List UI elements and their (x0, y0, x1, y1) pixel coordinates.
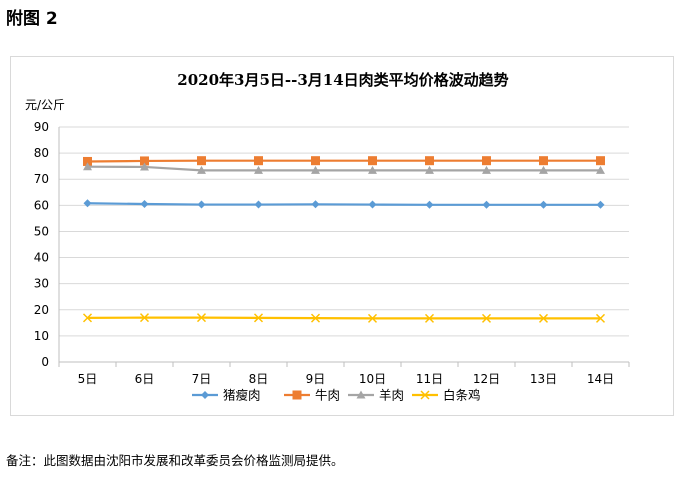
data-point (538, 313, 549, 323)
legend-item: 羊肉 (348, 388, 404, 403)
y-tick-label: 50 (34, 224, 49, 238)
x-tick-label: 8日 (249, 372, 269, 386)
series-1 (83, 199, 605, 209)
data-point (595, 313, 606, 323)
x-tick-label: 7日 (192, 372, 212, 386)
data-point (197, 200, 206, 209)
series-line (87, 316, 601, 320)
x-tick-label: 10日 (359, 372, 386, 386)
legend-item: 猪瘦肉 (192, 388, 261, 403)
y-tick-label: 10 (34, 329, 49, 343)
data-point (310, 313, 321, 323)
data-point (197, 156, 206, 166)
figure-label: 附图 2 (6, 9, 58, 29)
line-chart: 2020年3月5日--3月14日肉类平均价格波动趋势 元/公斤 0 10 20 30 4… (25, 71, 630, 403)
legend-marker (292, 390, 302, 400)
y-tick-label: 20 (34, 303, 49, 317)
data-point (140, 162, 149, 171)
data-point (311, 156, 320, 166)
chart-frame: 2020年3月5日--3月14日肉类平均价格波动趋势 元/公斤 0 10 20 30 4… (10, 56, 674, 416)
data-point (311, 165, 320, 174)
legend-marker (356, 390, 366, 399)
legend-label: 羊肉 (379, 388, 404, 403)
data-point (482, 156, 491, 166)
data-point (425, 156, 434, 166)
legend-item: 白条鸡 (412, 388, 481, 403)
data-point (140, 156, 149, 166)
data-point (311, 200, 320, 209)
data-point (596, 200, 605, 209)
data-point (425, 200, 434, 209)
y-tick-label: 30 (34, 277, 49, 291)
legend-label: 猪瘦肉 (223, 388, 261, 403)
data-point (139, 313, 150, 323)
y-tick-label: 90 (34, 120, 49, 134)
x-tick-label: 5日 (78, 372, 98, 386)
legend-marker (201, 391, 209, 399)
data-point (424, 313, 435, 323)
y-tick-label: 60 (34, 198, 49, 212)
source-note: 备注：此图数据由沈阳市发展和改革委员会价格监测局提供。 (6, 453, 344, 468)
legend-label: 白条鸡 (443, 388, 481, 403)
data-point (596, 165, 605, 174)
data-point (253, 313, 264, 323)
x-tick-label: 13日 (530, 372, 557, 386)
data-point (140, 200, 149, 209)
data-point (367, 313, 378, 323)
series-line (87, 202, 601, 206)
y-tick-label: 0 (41, 355, 49, 369)
series-line (87, 159, 601, 163)
data-point (368, 200, 377, 209)
y-tick-label: 40 (34, 251, 49, 265)
chart-title: 2020年3月5日--3月14日肉类平均价格波动趋势 (177, 71, 508, 89)
data-point (254, 156, 263, 166)
x-tick-label: 9日 (306, 372, 326, 386)
series-line (87, 165, 601, 172)
data-point (596, 156, 605, 166)
grid-layer: 0 10 20 30 40 50 60 70 80 90 5日 6日 7日 8日 9日 10日 11日 12日 13… (34, 120, 630, 386)
x-tick-label: 14日 (587, 372, 614, 386)
data-point (82, 313, 93, 323)
data-point (482, 165, 491, 174)
data-point (539, 200, 548, 209)
series-2 (83, 156, 605, 166)
legend-label: 牛肉 (315, 388, 340, 403)
data-point (425, 165, 434, 174)
y-tick-label: 80 (34, 146, 49, 160)
data-point (368, 165, 377, 174)
data-point (368, 156, 377, 166)
x-tick-label: 12日 (473, 372, 500, 386)
data-point (83, 156, 92, 166)
data-point (197, 165, 206, 174)
series-4 (82, 313, 606, 323)
data-point (83, 199, 92, 208)
data-point (539, 165, 548, 174)
data-point (254, 200, 263, 209)
x-tick-label: 6日 (135, 372, 155, 386)
legend-item: 牛肉 (284, 388, 340, 403)
legend: 猪瘦肉 牛肉 羊肉 白条鸡 (192, 388, 481, 403)
data-point (539, 156, 548, 166)
series-3 (83, 162, 605, 174)
data-point (83, 162, 92, 171)
legend-marker (420, 390, 430, 400)
y-tick-label: 70 (34, 172, 49, 186)
data-point (482, 200, 491, 209)
series-layer (82, 156, 606, 323)
data-point (254, 165, 263, 174)
data-point (481, 313, 492, 323)
y-axis-unit-label: 元/公斤 (25, 98, 65, 112)
x-tick-label: 11日 (416, 372, 443, 386)
data-point (196, 313, 207, 323)
